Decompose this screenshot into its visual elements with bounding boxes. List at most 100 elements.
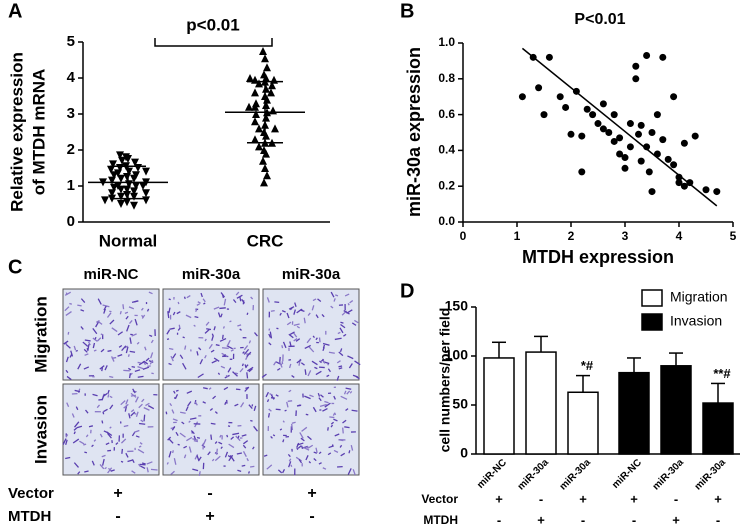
cell-stain bbox=[320, 358, 325, 362]
cell-stain bbox=[318, 397, 322, 402]
cell-stain bbox=[72, 438, 80, 444]
cell-stain bbox=[236, 452, 243, 455]
data-point bbox=[262, 113, 270, 122]
cell-stain bbox=[322, 407, 328, 412]
cell-stain bbox=[248, 368, 253, 373]
cell-stain bbox=[304, 395, 311, 400]
cell-stain bbox=[106, 312, 112, 318]
cell-stain bbox=[127, 354, 130, 357]
cell-stain bbox=[266, 297, 270, 303]
data-point bbox=[134, 164, 142, 172]
column-label: miR-30a bbox=[182, 266, 241, 283]
data-point bbox=[110, 171, 118, 180]
cell-stain bbox=[313, 451, 318, 454]
data-point bbox=[123, 191, 131, 199]
trend-line bbox=[521, 47, 718, 207]
cell-stain bbox=[308, 346, 315, 353]
cell-stain bbox=[137, 375, 144, 378]
cell-stain bbox=[120, 460, 124, 463]
cell-stain bbox=[350, 444, 354, 451]
cell-stain bbox=[186, 390, 193, 394]
cell-stain bbox=[296, 447, 299, 451]
cell-stain bbox=[243, 440, 249, 445]
cell-stain bbox=[101, 454, 106, 458]
cell-stain bbox=[132, 388, 136, 394]
data-point bbox=[130, 192, 138, 201]
cell-stain bbox=[317, 392, 321, 397]
cell-stain bbox=[228, 443, 235, 449]
cell-stain bbox=[333, 449, 339, 453]
x-tick-label: 3 bbox=[622, 229, 629, 243]
cell-stain bbox=[78, 388, 81, 394]
data-point bbox=[123, 173, 131, 181]
panel-letter: A bbox=[8, 0, 22, 22]
cell-stain bbox=[296, 325, 300, 329]
cell-stain bbox=[99, 464, 105, 470]
cell-stain bbox=[241, 434, 247, 437]
cell-stain bbox=[65, 369, 69, 374]
cell-stain bbox=[122, 304, 125, 310]
data-point bbox=[246, 74, 254, 82]
data-point bbox=[648, 188, 656, 196]
cell-stain bbox=[221, 347, 229, 350]
cell-stain bbox=[305, 413, 309, 416]
cell-stain bbox=[282, 468, 286, 474]
data-point bbox=[117, 200, 125, 208]
cell-stain bbox=[306, 337, 312, 344]
condition-mark: + bbox=[579, 491, 587, 506]
data-point bbox=[125, 167, 133, 176]
cell-stain bbox=[230, 349, 234, 352]
cell-stain bbox=[277, 469, 283, 474]
cell-stain bbox=[219, 434, 222, 438]
cell-stain bbox=[125, 346, 129, 354]
cell-stain bbox=[88, 425, 94, 428]
cell-stain bbox=[170, 355, 174, 362]
data-point bbox=[251, 88, 259, 97]
data-point bbox=[116, 151, 124, 160]
data-point bbox=[259, 47, 267, 55]
cell-stain bbox=[177, 443, 180, 446]
significance-bracket bbox=[154, 38, 273, 47]
cell-stain bbox=[335, 294, 339, 297]
cell-stain bbox=[339, 348, 343, 353]
column-label: miR-30a bbox=[282, 266, 341, 283]
cell-stain bbox=[123, 403, 129, 409]
cell-stain bbox=[287, 453, 291, 458]
cell-stain bbox=[131, 333, 137, 337]
cell-stain bbox=[328, 351, 335, 354]
cell-stain bbox=[222, 354, 227, 358]
cell-stain bbox=[138, 422, 146, 425]
cell-stain bbox=[120, 438, 127, 444]
data-point bbox=[263, 63, 271, 72]
cell-stain bbox=[307, 435, 312, 441]
cell-stain bbox=[282, 439, 285, 443]
cell-stain bbox=[110, 469, 115, 472]
cell-stain bbox=[126, 324, 130, 332]
data-point bbox=[139, 182, 147, 190]
cell-stain bbox=[127, 459, 133, 463]
x-tick-label: miR-30a bbox=[651, 457, 687, 493]
cell-stain bbox=[197, 301, 201, 304]
cell-stain bbox=[111, 356, 115, 362]
cell-stain bbox=[141, 398, 145, 403]
cell-stain bbox=[333, 418, 338, 422]
cell-stain bbox=[230, 436, 235, 440]
cell-stain bbox=[179, 432, 186, 438]
cell-stain bbox=[83, 348, 88, 353]
data-point bbox=[255, 79, 263, 88]
cell-stain bbox=[82, 341, 89, 347]
cell-stain bbox=[314, 366, 318, 370]
data-point bbox=[263, 171, 271, 180]
cell-stain bbox=[312, 335, 315, 339]
cell-stain bbox=[236, 294, 243, 299]
cell-stain bbox=[273, 361, 277, 366]
cell-stain bbox=[97, 320, 103, 325]
cell-stain bbox=[221, 334, 224, 340]
cell-stain bbox=[103, 408, 108, 413]
cell-stain bbox=[91, 444, 94, 448]
cell-stain bbox=[351, 409, 358, 412]
cell-stain bbox=[307, 444, 314, 449]
cell-stain bbox=[217, 312, 221, 318]
cell-stain bbox=[192, 438, 199, 441]
cell-stain bbox=[141, 462, 146, 465]
